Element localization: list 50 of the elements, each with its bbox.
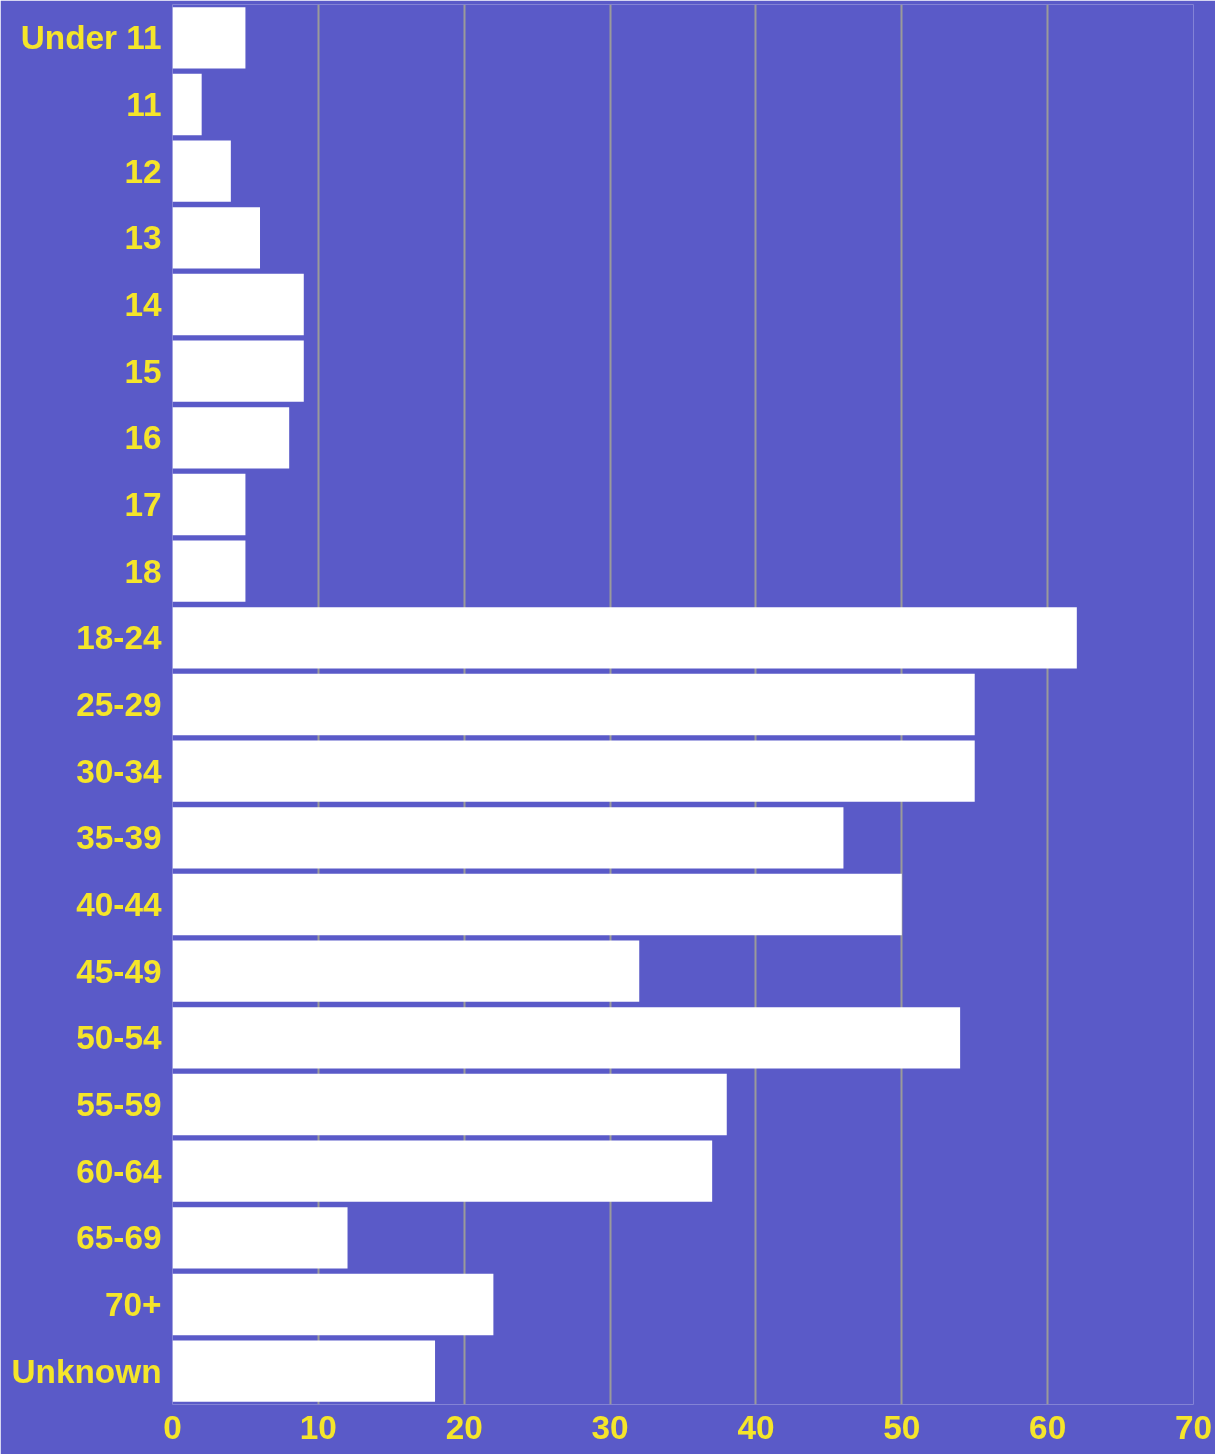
bar bbox=[172, 873, 902, 936]
bar bbox=[172, 540, 246, 602]
y-tick-label: Unknown bbox=[11, 1352, 162, 1390]
x-tick-label: 40 bbox=[737, 1408, 775, 1446]
bar bbox=[172, 340, 304, 402]
bar bbox=[172, 807, 844, 869]
x-tick-label: 20 bbox=[445, 1408, 483, 1446]
bar bbox=[172, 673, 975, 736]
y-tick-label: 50-54 bbox=[76, 1019, 162, 1057]
y-tick-label: 45-49 bbox=[76, 952, 162, 990]
y-tick-label: 65-69 bbox=[76, 1219, 162, 1257]
y-tick-label: 70+ bbox=[104, 1286, 162, 1323]
bar bbox=[172, 940, 640, 1002]
x-tick-label: 60 bbox=[1029, 1408, 1067, 1446]
bar bbox=[172, 1140, 713, 1202]
bar bbox=[172, 207, 261, 269]
bar bbox=[172, 1207, 348, 1269]
x-tick-label: 30 bbox=[591, 1408, 629, 1446]
x-tick-label: 10 bbox=[299, 1408, 337, 1446]
bar bbox=[172, 407, 290, 469]
bar bbox=[172, 473, 246, 536]
bar bbox=[172, 73, 202, 136]
y-tick-label: 25-29 bbox=[76, 686, 162, 723]
x-tick-label: 70 bbox=[1174, 1408, 1213, 1446]
y-tick-label: 13 bbox=[124, 219, 162, 257]
y-tick-label: 12 bbox=[124, 152, 162, 190]
y-tick-label: 17 bbox=[124, 486, 162, 523]
y-tick-label: 11 bbox=[126, 86, 162, 123]
bar bbox=[172, 1273, 494, 1336]
y-tick-label: Under 11 bbox=[20, 19, 162, 57]
bar bbox=[172, 607, 1077, 669]
x-tick-label: 0 bbox=[163, 1408, 182, 1446]
y-tick-label: 18 bbox=[124, 552, 162, 590]
bar bbox=[172, 273, 304, 336]
y-tick-label: 15 bbox=[124, 352, 162, 390]
y-tick-label: 55-59 bbox=[76, 1086, 162, 1123]
bar bbox=[172, 740, 975, 802]
bar bbox=[172, 7, 246, 69]
y-tick-label: 35-39 bbox=[76, 819, 162, 857]
y-tick-label: 30-34 bbox=[76, 752, 162, 790]
y-tick-label: 16 bbox=[124, 419, 162, 457]
x-tick-label: 50 bbox=[883, 1408, 921, 1446]
y-tick-label: 60-64 bbox=[76, 1152, 162, 1190]
y-tick-label: 18-24 bbox=[76, 619, 162, 657]
y-tick-label: 14 bbox=[124, 286, 162, 323]
y-tick-label: 40-44 bbox=[76, 886, 162, 923]
bar bbox=[172, 140, 231, 202]
bar bbox=[172, 1340, 436, 1402]
bar bbox=[172, 1007, 961, 1069]
bar bbox=[172, 1073, 727, 1136]
